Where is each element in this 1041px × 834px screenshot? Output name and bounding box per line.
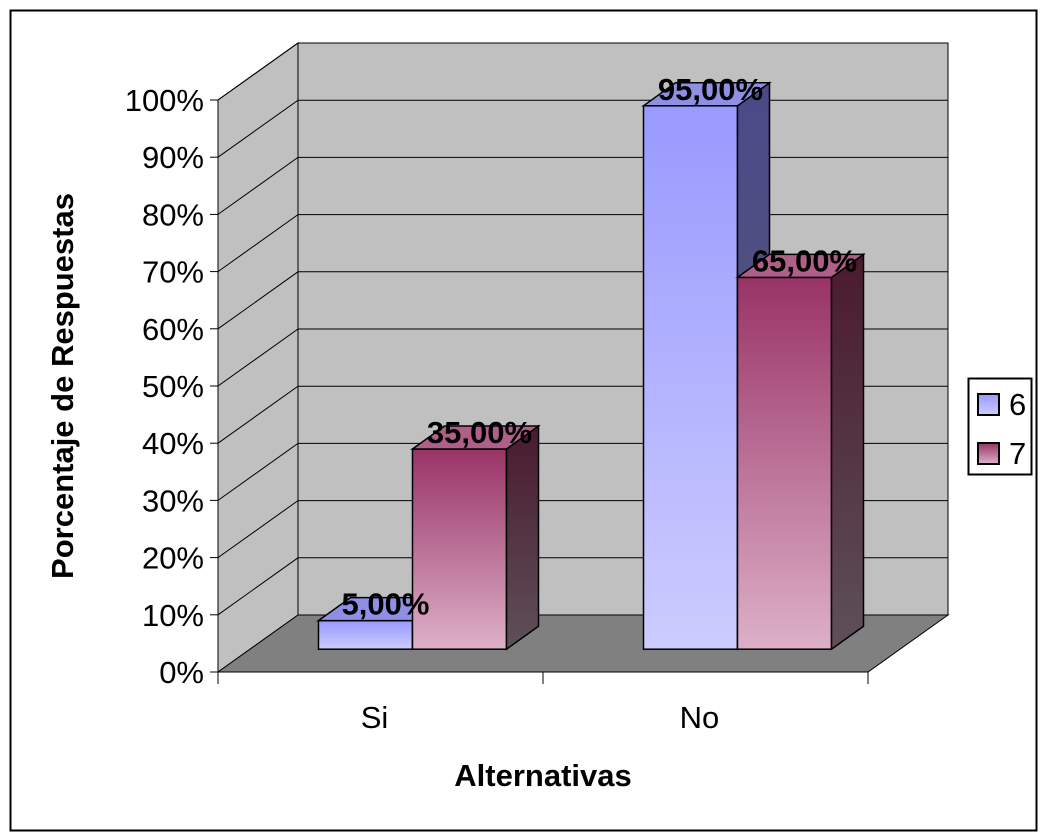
y-tick-label: 30% (142, 483, 204, 518)
legend: 6 7 (967, 377, 1033, 476)
bar-front (317, 619, 414, 650)
y-axis-title: Porcentaje de Respuestas (45, 193, 80, 579)
x-category-label: No (680, 700, 720, 735)
y-tick-label: 10% (142, 598, 204, 633)
data-label: 35,00% (427, 415, 532, 450)
bar-front (411, 448, 508, 650)
bar-side (505, 424, 540, 651)
data-labels: 5,00% 35,00% 95,00% 65,00% (342, 72, 858, 622)
x-axis-title: Alternativas (454, 758, 631, 793)
y-tick-label: 50% (142, 369, 204, 404)
x-category-label: Si (361, 700, 389, 735)
y-tick-label: 40% (142, 426, 204, 461)
legend-label-6: 6 (1009, 387, 1026, 422)
y-tick-label: 0% (159, 655, 204, 690)
y-tick-label: 80% (142, 197, 204, 232)
data-label: 95,00% (658, 72, 763, 107)
y-tick-label: 20% (142, 541, 204, 576)
gridline (217, 42, 948, 101)
axes (210, 99, 869, 684)
legend-label-7: 7 (1009, 436, 1026, 471)
x-category-labels: Si No (361, 700, 720, 735)
y-tick-labels: 0% 10% 20% 30% 40% 50% 60% 70% 80% 90% 100% (125, 83, 204, 690)
data-label: 65,00% (752, 243, 857, 278)
bar-top (410, 425, 541, 450)
bars (316, 81, 866, 651)
y-tick-label: 100% (125, 83, 204, 118)
legend-swatch-7 (977, 442, 1000, 465)
bar-side (830, 252, 865, 651)
bar-top (641, 82, 772, 107)
y-tick-label: 70% (142, 255, 204, 290)
legend-swatch-6 (977, 393, 1000, 416)
bar-top (735, 253, 866, 279)
data-label: 5,00% (342, 587, 430, 622)
y-tick-label: 90% (142, 140, 204, 175)
bar-front (736, 276, 833, 650)
bar-front (642, 105, 739, 650)
y-tick-label: 60% (142, 312, 204, 347)
